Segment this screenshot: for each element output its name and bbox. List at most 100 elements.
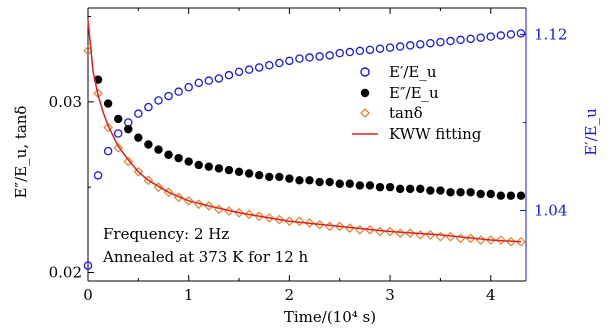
data-point-eprime [295,54,304,63]
data-point-eprime [275,58,284,68]
data-point-tandelta [304,218,315,228]
data-point-edoubleprime [254,171,264,180]
annotation-annealed: Annealed at 373 K for 12 h [102,248,309,266]
data-point-tandelta [113,143,124,153]
data-point-edoubleprime [496,191,506,200]
x-tick-label: 2 [285,286,295,304]
data-point-edoubleprime [224,165,234,175]
x-tick-label: 0 [83,286,93,304]
data-point-edoubleprime [214,164,224,173]
data-point-edoubleprime [325,177,334,187]
legend-marker-tandelta [360,108,370,118]
data-point-tandelta [355,224,365,235]
data-point-eprime [305,53,314,62]
data-point-eprime [365,45,375,55]
data-point-edoubleprime [375,182,385,192]
data-point-edoubleprime [395,184,405,194]
data-point-edoubleprime [184,157,193,166]
data-point-edoubleprime [164,150,173,159]
data-point-eprime [194,78,204,88]
data-point-tandelta [385,226,395,237]
data-point-eprime [254,63,264,72]
data-point-edoubleprime [516,191,526,200]
data-point-tandelta [516,236,526,247]
series-kwwfitting-3 [87,19,522,243]
data-point-tandelta [284,216,295,227]
data-point-edoubleprime [265,172,274,182]
data-point-eprime [456,35,465,45]
data-point-eprime [446,36,455,46]
data-point-eprime [164,91,173,101]
data-point-edoubleprime [345,179,354,188]
data-point-eprime [385,43,395,52]
y-left-tick-label: 0.02 [49,263,82,281]
y-right-axis-title: E′/E_u [582,108,600,156]
data-point-eprime [335,48,344,58]
data-point-eprime [224,70,234,80]
data-point-edoubleprime [124,124,133,134]
data-point-eprime [174,87,183,96]
y-right-ticks: 1.04 1.12 [520,25,567,220]
data-point-edoubleprime [335,179,344,188]
data-point-eprime [154,96,163,105]
data-point-edoubleprime [234,167,244,176]
data-point-edoubleprime [315,177,324,187]
data-point-eprime [476,33,485,42]
legend-label-kww: KWW fitting [389,125,482,143]
kww-fit-line [87,19,522,243]
data-point-eprime [144,102,153,112]
data-point-tandelta [153,182,164,193]
data-point-edoubleprime [154,145,163,154]
data-point-edoubleprime [174,153,183,163]
data-point-eprime [103,146,113,156]
data-point-eprime [264,60,274,70]
data-point-edoubleprime [365,181,375,190]
legend-label-eprime: E′/E_u [389,63,437,81]
y-left-axis-title: E″/E_u, tanδ [12,106,30,199]
data-point-edoubleprime [275,172,284,182]
data-point-edoubleprime [355,181,365,190]
legend-marker-edoubleprime [360,88,370,98]
plot-frame [87,7,527,282]
data-point-tandelta [495,235,506,245]
annotation-frequency: Frequency: 2 Hz [103,225,229,243]
x-axis-title: Time/(10⁴ s) [284,308,376,326]
y-right-tick-label: 1.12 [534,25,567,43]
data-point-eprime [496,31,506,40]
data-point-edoubleprime [406,184,415,194]
data-point-eprime [325,51,334,60]
data-point-eprime [134,109,143,118]
y-left-tick-label: 0.03 [49,93,82,111]
data-point-eprime [436,37,445,47]
data-point-tandelta [123,156,134,167]
data-point-edoubleprime [305,176,314,185]
data-point-edoubleprime [295,176,304,185]
data-point-edoubleprime [466,188,475,197]
data-point-edoubleprime [486,189,495,199]
data-point-edoubleprime [144,140,153,149]
data-point-eprime [486,32,496,41]
data-point-tandelta [103,122,113,133]
legend-label-tandelta: tanδ [389,104,423,122]
data-point-edoubleprime [416,184,425,194]
data-point-tandelta [294,216,305,227]
data-point-eprime [516,29,526,38]
series-eeu-0 [83,29,526,270]
y-left-ticks: 0.02 0.03 [49,16,94,281]
data-point-edoubleprime [114,114,123,124]
legend-entry-kww: KWW fitting [352,125,482,143]
data-point-eprime [285,56,294,66]
data-point-eprime [93,171,103,180]
data-point-eprime [234,67,244,77]
legend-entry-eprime: E′/E_u [360,63,437,81]
data-point-eprime [426,38,435,48]
data-point-eprime [506,30,516,39]
data-point-eprime [204,76,214,85]
data-point-eprime [405,41,415,50]
data-point-eprime [375,44,385,53]
data-point-eprime [83,261,93,270]
series-eeu-1 [93,75,526,200]
data-point-tandelta [405,228,416,239]
data-point-edoubleprime [506,191,516,200]
